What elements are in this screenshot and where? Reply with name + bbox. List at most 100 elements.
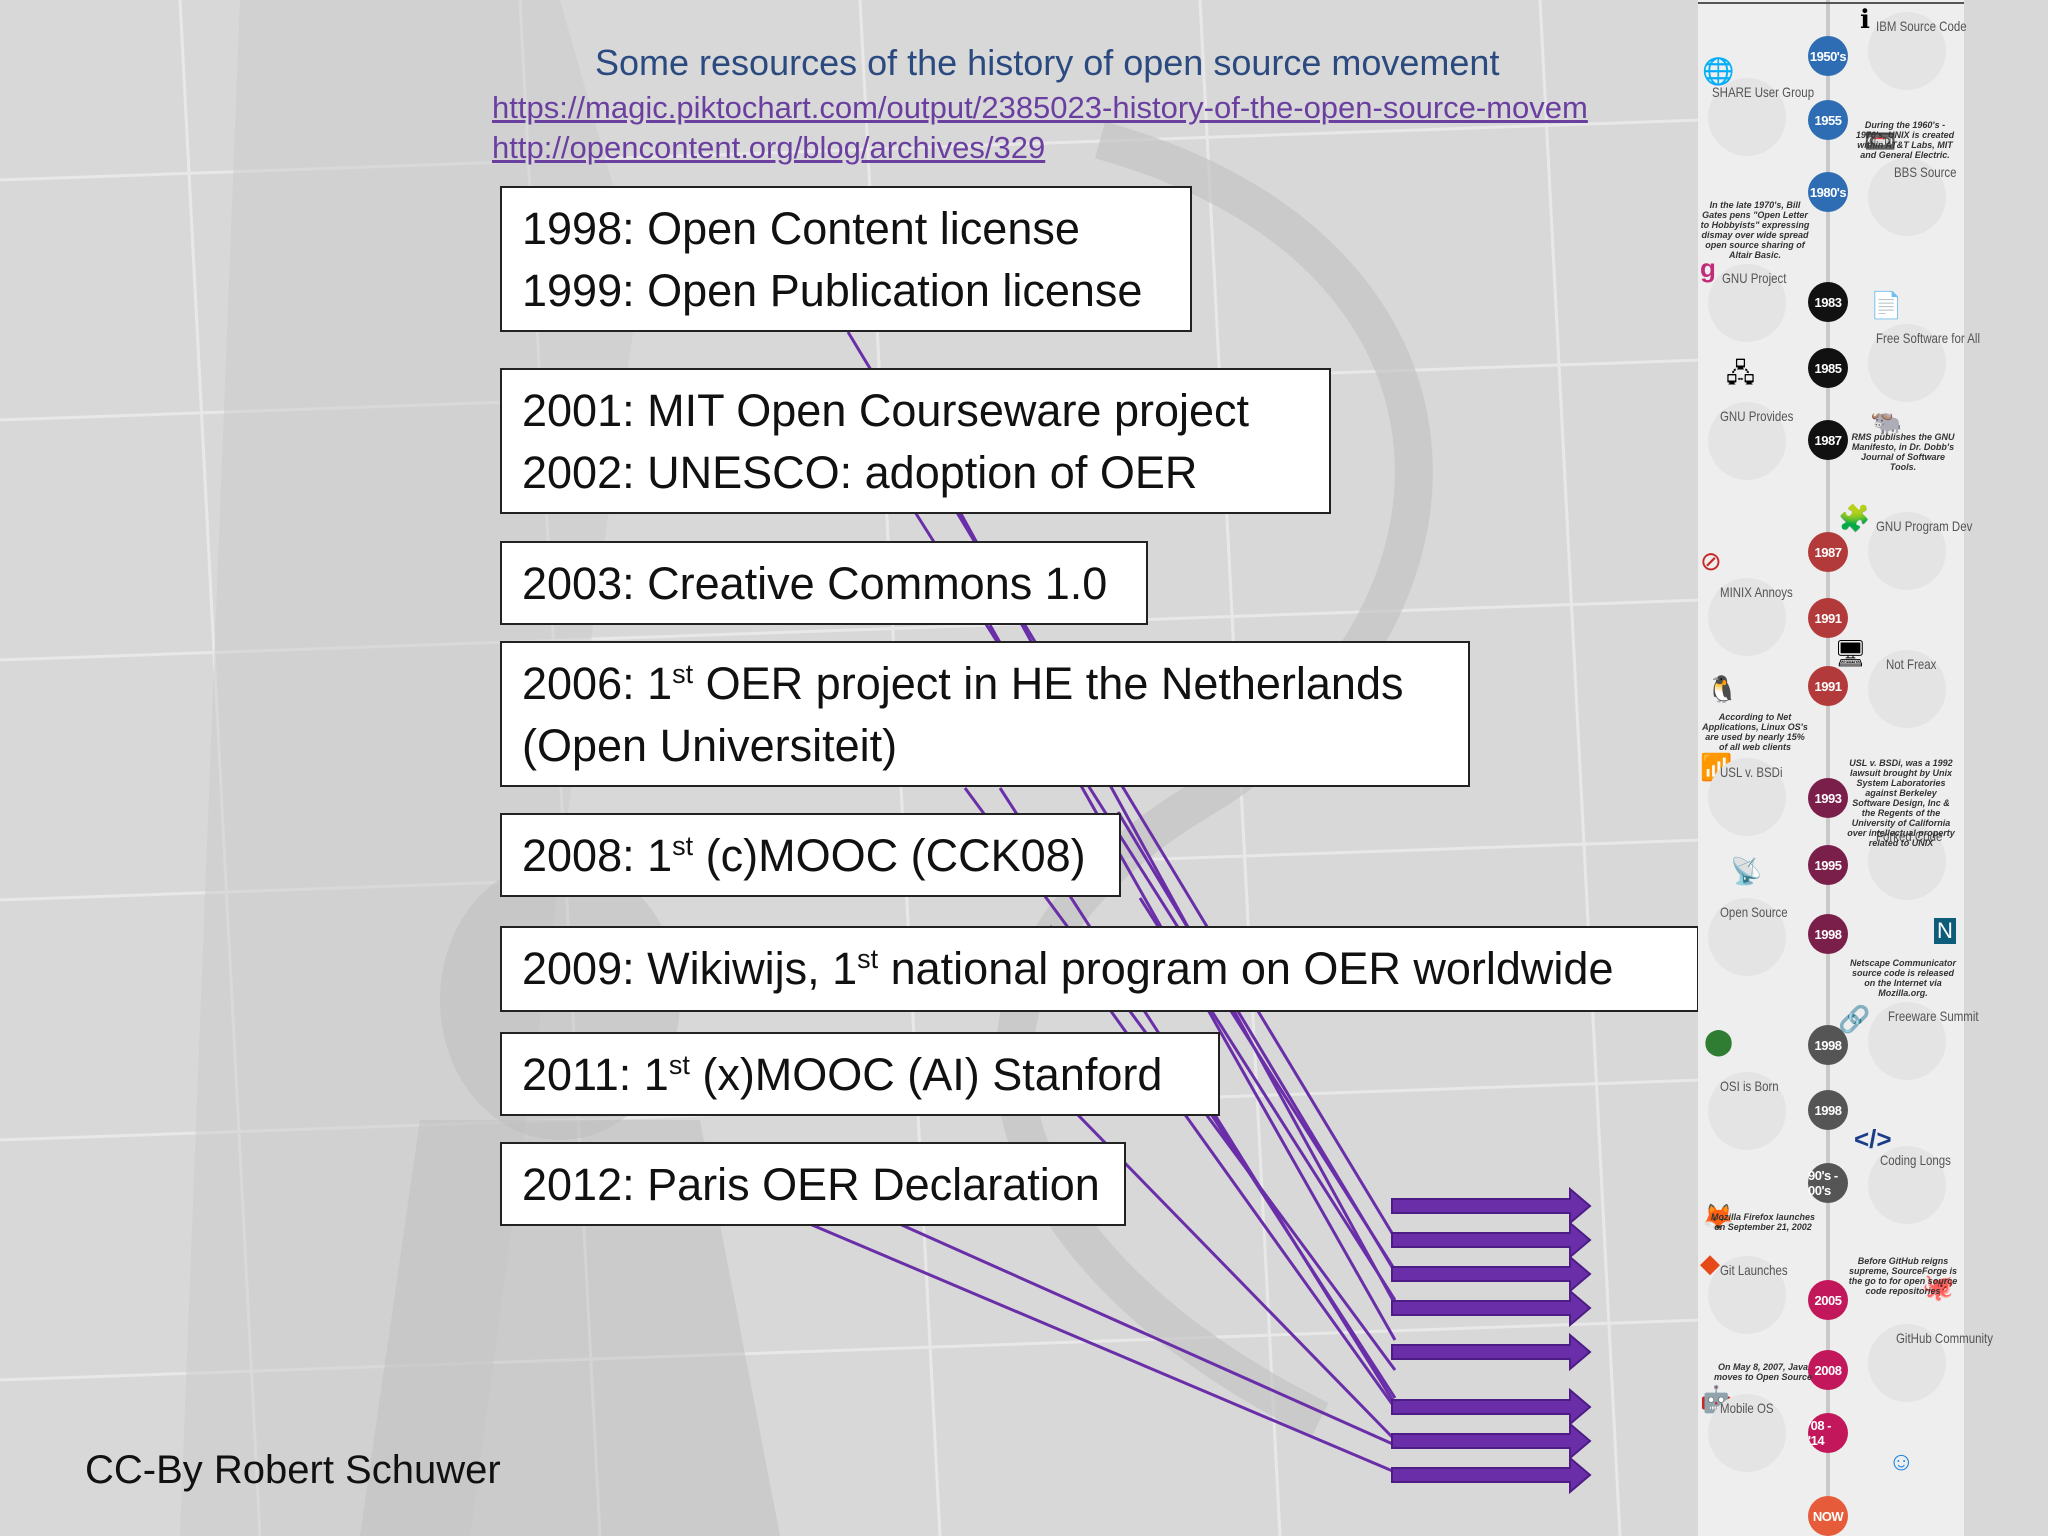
arrow-right-icon xyxy=(1391,1254,1592,1294)
document-icon: 📄 xyxy=(1870,290,1903,320)
firefox-icon: 🦊 xyxy=(1702,1202,1735,1232)
infographic-event-label: SHARE User Group xyxy=(1712,84,1815,100)
event-bubble xyxy=(1708,1394,1786,1472)
infographic-note: Mozilla Firefox launches on September 21… xyxy=(1710,1212,1816,1232)
infographic-note: On May 8, 2007, Java moves to Open Sourc… xyxy=(1713,1362,1813,1382)
event-box-1998-1999: 1998: Open Content license 1999: Open Pu… xyxy=(500,186,1192,332)
arrow-right-icon xyxy=(1391,1455,1592,1495)
event-bubble xyxy=(1708,758,1786,836)
event-line: 2003: Creative Commons 1.0 xyxy=(522,558,1108,609)
infographic-note: RMS publishes the GNU Manifesto, in Dr. … xyxy=(1851,432,1955,472)
arrow-right-icon xyxy=(1391,1186,1592,1226)
event-bubble xyxy=(1868,1324,1946,1402)
event-bubble xyxy=(1868,12,1946,90)
infographic-event-label: GNU Program Dev xyxy=(1876,518,1973,534)
connector-line xyxy=(1116,811,1397,1273)
event-bubble xyxy=(1868,650,1946,728)
netscape-icon: N xyxy=(1934,918,1956,944)
infographic-event-label: Open Source xyxy=(1720,904,1788,920)
infographic-note: According to Net Applications, Linux OS'… xyxy=(1702,712,1808,752)
timeline-year-dot: 2005 xyxy=(1808,1280,1848,1320)
infographic-event-label: GNU Provides xyxy=(1720,408,1794,424)
arrow-right-icon xyxy=(1391,1288,1592,1328)
osi-icon: ⬤ xyxy=(1704,1026,1734,1056)
timeline-year-dot: 1950's xyxy=(1808,36,1848,76)
infographic-event-label: Mobile OS xyxy=(1720,1400,1774,1416)
infographic-event-label: OSI is Born xyxy=(1720,1078,1779,1094)
event-box-2008: 2008: 1st (c)MOOC (CCK08) xyxy=(500,813,1121,897)
puzzle-icon: 🧩 xyxy=(1838,503,1871,533)
event-bubble xyxy=(1708,264,1786,342)
event-box-2009: 2009: Wikiwijs, 1st national program on … xyxy=(500,926,1699,1012)
event-line: 2002: UNESCO: adoption of OER xyxy=(522,447,1198,498)
infographic-note: Netscape Communicator source code is rel… xyxy=(1849,958,1957,998)
timeline-year-dot: 1983 xyxy=(1808,282,1848,322)
timeline-year-dot: 1987 xyxy=(1808,420,1848,460)
event-line: 1999: Open Publication license xyxy=(522,265,1143,316)
event-bubble xyxy=(1868,822,1946,900)
smiley-icon: ☺ xyxy=(1888,1446,1915,1476)
event-line: 2008: 1st (c)MOOC (CCK08) xyxy=(522,830,1086,881)
infographic-event-label: Coding Longs xyxy=(1880,1152,1951,1168)
event-line: (Open Universiteit) xyxy=(522,720,898,771)
infographic-event-label: USL v. BSDi xyxy=(1720,764,1783,780)
timeline-year-dot: 1991 xyxy=(1808,666,1848,706)
cassette-icon: 📼 xyxy=(1864,126,1897,156)
timeline-year-dot: 1998 xyxy=(1808,914,1848,954)
gnu-head-icon: 🐃 xyxy=(1870,408,1903,438)
event-bubble xyxy=(1708,1256,1786,1334)
infographic-event-label: IBM Source Code xyxy=(1876,18,1967,34)
infographic-event-label: GNU Project xyxy=(1722,270,1787,286)
arrow-right-icon xyxy=(1391,1332,1592,1372)
event-box-2006: 2006: 1st OER project in HE the Netherla… xyxy=(500,641,1470,787)
timeline-year-dot: 1985 xyxy=(1808,348,1848,388)
connector-line xyxy=(894,1220,1396,1447)
resources-title: Some resources of the history of open so… xyxy=(595,42,1500,83)
arrow-right-icon xyxy=(1391,1220,1592,1260)
prohibited-icon: ⊘ xyxy=(1700,546,1722,576)
event-line: 1998: Open Content license xyxy=(522,203,1080,254)
piktochart-link[interactable]: https://magic.piktochart.com/output/2385… xyxy=(492,90,1588,125)
infographic-event-label: Forked Code xyxy=(1876,828,1943,844)
code-icon: </> xyxy=(1854,1124,1892,1154)
timeline-year-dot: 1998 xyxy=(1808,1090,1848,1130)
timeline-year-dot: 1993 xyxy=(1808,778,1848,818)
event-line: 2011: 1st (x)MOOC (AI) Stanford xyxy=(522,1049,1163,1100)
connector-line xyxy=(913,511,1397,1271)
connector-line xyxy=(804,1220,1396,1474)
octocat-icon: 🐙 xyxy=(1922,1272,1955,1302)
event-line: 2012: Paris OER Declaration xyxy=(522,1159,1100,1210)
infographic-event-label: Free Software for All xyxy=(1876,330,1980,346)
event-bubble xyxy=(1868,1002,1946,1080)
broadcast-icon: 📡 xyxy=(1730,856,1763,886)
event-bubble xyxy=(1868,512,1946,590)
event-box-2003: 2003: Creative Commons 1.0 xyxy=(500,541,1148,625)
tux-icon: 🐧 xyxy=(1706,674,1739,704)
timeline-year-dot: 1995 xyxy=(1808,845,1848,885)
timeline-spine xyxy=(1826,0,1830,1536)
event-bubble xyxy=(1708,1072,1786,1150)
infographic-note: USL v. BSDi, was a 1992 lawsuit brought … xyxy=(1847,758,1955,848)
connector-line xyxy=(1213,1114,1397,1405)
infographic-event-label: BBS Source xyxy=(1894,164,1957,180)
arrow-right-icon xyxy=(1391,1421,1592,1461)
event-line: 2001: MIT Open Courseware project xyxy=(522,385,1250,436)
ibm-icon: ℹ xyxy=(1860,4,1870,34)
timeline-year-dot: '08 - '14 xyxy=(1808,1413,1848,1453)
infographic-event-label: Git Launches xyxy=(1720,1262,1788,1278)
infographic-event-label: MINIX Annoys xyxy=(1720,584,1793,600)
event-bubble xyxy=(1708,402,1786,480)
infographic-event-label: Not Freax xyxy=(1886,656,1937,672)
event-bubble xyxy=(1708,78,1786,156)
opencontent-link[interactable]: http://opencontent.org/blog/archives/329 xyxy=(492,130,1046,165)
event-bubble xyxy=(1708,578,1786,656)
globe-icon: 🌐 xyxy=(1702,56,1735,86)
event-line: 2006: 1st OER project in HE the Netherla… xyxy=(522,658,1404,709)
event-bubble xyxy=(1868,1146,1946,1224)
infographic-note: In the late 1970's, Bill Gates pens "Ope… xyxy=(1700,200,1810,260)
timeline-year-dot: 2008 xyxy=(1808,1350,1848,1390)
arrow-right-icon xyxy=(1391,1387,1592,1427)
timeline-year-dot: NOW xyxy=(1808,1496,1848,1536)
open-source-history-infographic: ℹ 🌐 📼 g 📄 🖧 🐃 🧩 ⊘ 🖥 🐧 📶 📡 N 🔗 ⬤ </> 🦊 ◆ … xyxy=(1698,0,1993,1536)
gnu-g-icon: g xyxy=(1700,253,1716,283)
